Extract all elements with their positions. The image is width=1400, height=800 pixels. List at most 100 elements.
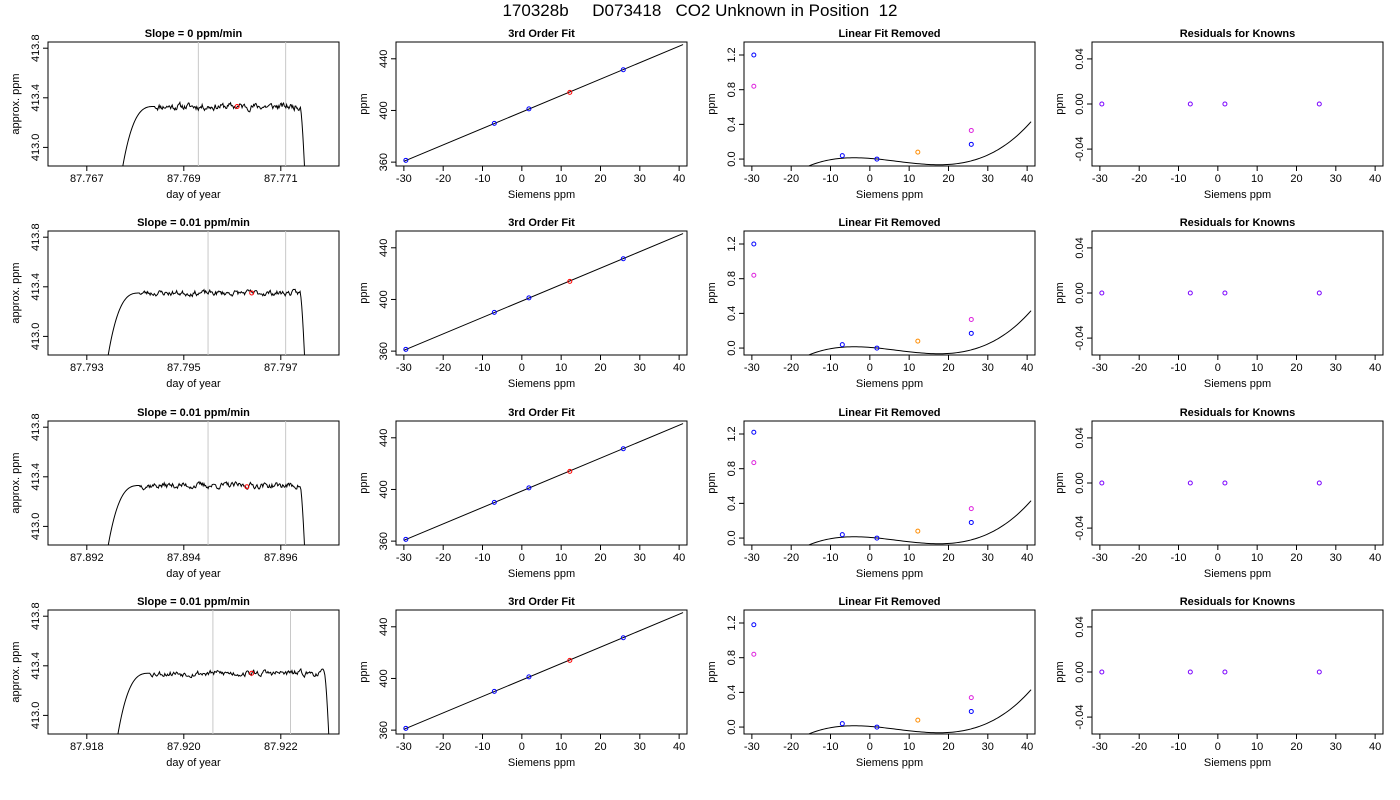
x-tick-label: -20 [783, 552, 799, 564]
x-tick-label: -30 [1092, 552, 1108, 564]
unknown-point [567, 89, 573, 95]
x-tick-label: 20 [1290, 362, 1302, 374]
x-tick-label: 0 [867, 552, 873, 564]
x-tick-label: -20 [1131, 362, 1147, 374]
x-tick-label: 40 [1369, 173, 1381, 185]
co2-trace [122, 100, 305, 166]
y-tick-label: 413.8 [30, 413, 42, 441]
x-tick-label: -10 [1171, 173, 1187, 185]
residual-point [1222, 669, 1228, 675]
y-tick-label: 0.04 [1074, 48, 1086, 69]
x-tick-label: 30 [982, 741, 994, 753]
x-tick-label: 30 [982, 362, 994, 374]
y-tick-label: 400 [378, 290, 390, 308]
y-tick-label: 360 [378, 721, 390, 739]
panel-residuals: Residuals for Knowns -30 -20 -10 0 10 20 30 40 Si… [1054, 28, 1384, 201]
y-axis-label: ppm [358, 661, 370, 682]
x-tick-label: 0 [519, 173, 525, 185]
y-axis-label: ppm [358, 282, 370, 303]
residual-point [1099, 480, 1105, 486]
y-axis-label: ppm [706, 282, 718, 303]
fit-line [403, 423, 684, 541]
plot-area [107, 421, 305, 545]
x-tick-label: 20 [1290, 173, 1302, 185]
known-point [526, 106, 532, 112]
raw-point [968, 695, 974, 701]
x-tick-label: 10 [903, 741, 915, 753]
known-point [526, 674, 532, 680]
panel-linear_removed: Linear Fit Removed -30 -20 -10 0 10 20 30 40 Siem… [706, 28, 1036, 201]
unknown-point [915, 717, 921, 723]
plot-area [403, 423, 684, 542]
x-tick-label: -10 [823, 173, 839, 185]
x-tick-label: 40 [1021, 741, 1033, 753]
x-tick-label: -10 [823, 362, 839, 374]
plot-area [1099, 290, 1322, 296]
cubic-curve [807, 500, 1032, 545]
x-tick-label: 10 [1251, 173, 1263, 185]
x-tick-label: 30 [634, 362, 646, 374]
unknown-marker [249, 290, 255, 296]
x-tick-label: -30 [1092, 741, 1108, 753]
known-point [968, 141, 974, 147]
x-tick-label: 30 [1330, 741, 1342, 753]
x-tick-label: 0 [1215, 173, 1221, 185]
x-axis-label: Siemens ppm [508, 189, 575, 201]
plot-frame [395, 230, 688, 356]
x-tick-label: 10 [903, 552, 915, 564]
x-tick-label: 10 [1251, 362, 1263, 374]
plot-area [403, 612, 684, 731]
y-tick-label: 413.8 [30, 223, 42, 251]
x-tick-label: -20 [435, 173, 451, 185]
residual-point [1099, 101, 1105, 107]
y-axis-label: ppm [706, 472, 718, 493]
x-tick-label: 30 [1330, 362, 1342, 374]
known-point [874, 535, 880, 541]
x-tick-label: -20 [783, 173, 799, 185]
x-tick-label: -30 [1092, 173, 1108, 185]
y-tick-label: -0.04 [1074, 137, 1086, 162]
x-tick-label: 0 [1215, 741, 1221, 753]
x-tick-label: 0 [519, 552, 525, 564]
known-point [491, 120, 497, 126]
residual-point [1316, 669, 1322, 675]
y-axis-label: approx. ppm [10, 73, 22, 134]
fit-line [403, 612, 684, 730]
panel-timeseries: Slope = 0.01 ppm/min 87.918 87.920 87.922 da… [10, 596, 340, 769]
x-tick-label: -20 [435, 552, 451, 564]
plot-area [751, 241, 1032, 355]
x-tick-label: 40 [1021, 173, 1033, 185]
x-tick-label: 0 [867, 362, 873, 374]
y-tick-label: 0.4 [726, 496, 738, 511]
known-point [620, 446, 626, 452]
y-tick-label: 440 [378, 50, 390, 68]
x-tick-label: 20 [1290, 741, 1302, 753]
y-axis-label: ppm [706, 661, 718, 682]
x-tick-label: 20 [594, 552, 606, 564]
x-tick-label: -20 [1131, 552, 1147, 564]
fit-line [403, 233, 684, 351]
y-tick-label: 0.8 [726, 461, 738, 476]
residual-point [1187, 669, 1193, 675]
x-tick-label: -30 [1092, 362, 1108, 374]
known-point [491, 309, 497, 315]
unknown-point [567, 468, 573, 474]
x-tick-label: -20 [783, 362, 799, 374]
x-tick-label: -10 [475, 741, 491, 753]
cubic-curve [807, 121, 1032, 166]
x-tick-label: -30 [744, 741, 760, 753]
plot-area [403, 44, 684, 163]
x-tick-label: 87.769 [167, 173, 201, 185]
x-tick-label: 30 [634, 552, 646, 564]
panel-title: Slope = 0 ppm/min [145, 28, 243, 40]
y-tick-label: 413.4 [30, 273, 42, 301]
y-tick-label: 0.00 [1074, 661, 1086, 682]
x-tick-label: 87.920 [167, 741, 201, 753]
x-tick-label: 87.896 [264, 552, 298, 564]
x-tick-label: 40 [1021, 552, 1033, 564]
x-axis-label: day of year [166, 189, 221, 201]
page-title: 170328b D073418 CO2 Unknown in Position … [502, 1, 898, 20]
x-tick-label: 87.922 [264, 741, 298, 753]
plot-area [1099, 669, 1322, 675]
y-axis-label: ppm [1054, 661, 1066, 682]
